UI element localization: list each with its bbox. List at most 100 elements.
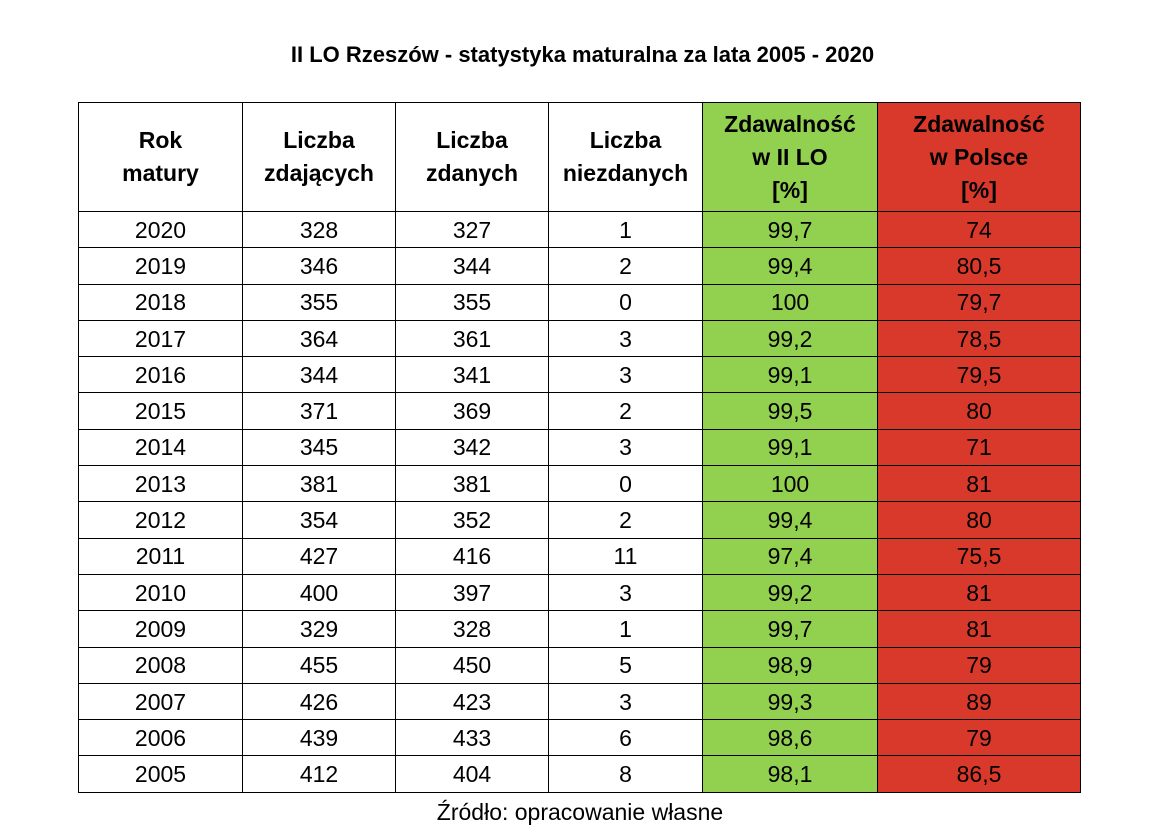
table-row: 2010 400 397 3 99,2 81 [78,573,1081,612]
table-row: 2013 381 381 0 100 81 [78,465,1081,503]
cell-pass-rate-school: 98,1 [702,755,878,793]
cell-pass-rate-poland: 78,5 [877,319,1081,358]
cell-pass-rate-poland: 74 [877,210,1081,249]
cell-failed: 3 [548,356,703,394]
table-row: 2020 328 327 1 99,7 74 [78,210,1081,249]
header-row: Rok matury Liczba zdających Liczba zdanych … [78,102,1081,212]
cell-passed: 342 [395,428,549,467]
table-row: 2009 329 328 1 99,7 81 [78,610,1081,648]
cell-pass-rate-school: 99,7 [702,610,878,648]
cell-passed: 341 [395,356,549,394]
header-pass-rate-school: Zdawalność w II LO [%] [702,102,878,212]
cell-passed: 344 [395,247,549,285]
source-note: Źródło: opracowanie własne [436,799,724,825]
cell-candidates: 344 [242,356,396,394]
header-failed: Liczba niezdanych [548,102,703,212]
header-line: Zdawalność [724,110,856,137]
cell-pass-rate-school: 99,2 [702,573,878,612]
cell-failed: 11 [548,537,703,575]
cell-pass-rate-school: 99,1 [702,428,878,467]
cell-pass-rate-poland: 81 [877,465,1081,503]
header-line: w Polsce [929,143,1029,170]
cell-failed: 3 [548,682,703,721]
cell-candidates: 364 [242,319,396,358]
cell-passed: 361 [395,319,549,358]
cell-passed: 327 [395,210,549,249]
cell-candidates: 345 [242,428,396,467]
cell-year: 2010 [78,573,243,612]
cell-pass-rate-poland: 80 [877,392,1081,430]
cell-year: 2013 [78,465,243,503]
header-line: Liczba [589,127,662,153]
cell-failed: 0 [548,283,703,321]
table-row: 2005 412 404 8 98,1 86,5 [78,755,1081,793]
cell-pass-rate-poland: 79,5 [877,356,1081,394]
cell-passed: 381 [395,465,549,503]
cell-candidates: 426 [242,682,396,721]
table-row: 2015 371 369 2 99,5 80 [78,392,1081,430]
cell-pass-rate-poland: 75,5 [877,537,1081,575]
header-line: w II LO [752,143,828,170]
cell-failed: 1 [548,210,703,249]
table-row: 2019 346 344 2 99,4 80,5 [78,247,1081,285]
cell-pass-rate-school: 99,4 [702,247,878,285]
cell-pass-rate-school: 98,6 [702,719,878,757]
cell-candidates: 329 [242,610,396,648]
cell-passed: 450 [395,646,549,684]
cell-passed: 355 [395,283,549,321]
cell-failed: 3 [548,573,703,612]
header-line: Zdawalność [913,110,1045,137]
cell-year: 2009 [78,610,243,648]
cell-failed: 1 [548,610,703,648]
cell-pass-rate-school: 99,3 [702,682,878,721]
cell-failed: 2 [548,247,703,285]
cell-year: 2005 [78,755,243,793]
cell-pass-rate-school: 99,5 [702,392,878,430]
cell-pass-rate-school: 100 [702,283,878,321]
cell-pass-rate-poland: 80 [877,501,1081,539]
cell-year: 2008 [78,646,243,684]
cell-candidates: 371 [242,392,396,430]
cell-passed: 423 [395,682,549,721]
cell-candidates: 439 [242,719,396,757]
cell-passed: 369 [395,392,549,430]
cell-candidates: 355 [242,283,396,321]
cell-failed: 5 [548,646,703,684]
header-candidates: Liczba zdających [242,102,396,212]
cell-pass-rate-poland: 79 [877,646,1081,684]
table-body: 2020 328 327 1 99,7 74 2019 346 344 2 99,4 80,5 2018… [78,210,1081,793]
table-row: 2016 344 341 3 99,1 79,5 [78,356,1081,394]
table-row: 2017 364 361 3 99,2 78,5 [78,319,1081,358]
cell-candidates: 412 [242,755,396,793]
header-line: zdanych [425,160,519,186]
cell-pass-rate-school: 99,7 [702,210,878,249]
cell-year: 2015 [78,392,243,430]
cell-year: 2019 [78,247,243,285]
cell-passed: 352 [395,501,549,539]
cell-pass-rate-poland: 86,5 [877,755,1081,793]
cell-pass-rate-poland: 79 [877,719,1081,757]
cell-year: 2018 [78,283,243,321]
header-line: Liczba [283,127,355,153]
cell-year: 2020 [78,210,243,249]
cell-year: 2016 [78,356,243,394]
header-line: niezdanych [562,160,689,186]
matura-statistics-table: Rok matury Liczba zdających Liczba zdanych … [78,102,1081,793]
cell-pass-rate-poland: 89 [877,682,1081,721]
table-row: 2006 439 433 6 98,6 79 [78,719,1081,757]
header-line: zdających [264,160,374,186]
table-row: 2014 345 342 3 99,1 71 [78,428,1081,467]
header-line: Rok [138,127,183,153]
cell-year: 2007 [78,682,243,721]
header-line: [%] [961,176,997,203]
cell-failed: 2 [548,501,703,539]
header-pass-rate-poland: Zdawalność w Polsce [%] [877,102,1081,212]
cell-candidates: 354 [242,501,396,539]
cell-failed: 2 [548,392,703,430]
cell-pass-rate-poland: 81 [877,610,1081,648]
table-row: 2018 355 355 0 100 79,7 [78,283,1081,321]
table-row: 2012 354 352 2 99,4 80 [78,501,1081,539]
cell-year: 2017 [78,319,243,358]
cell-pass-rate-school: 98,9 [702,646,878,684]
cell-candidates: 328 [242,210,396,249]
